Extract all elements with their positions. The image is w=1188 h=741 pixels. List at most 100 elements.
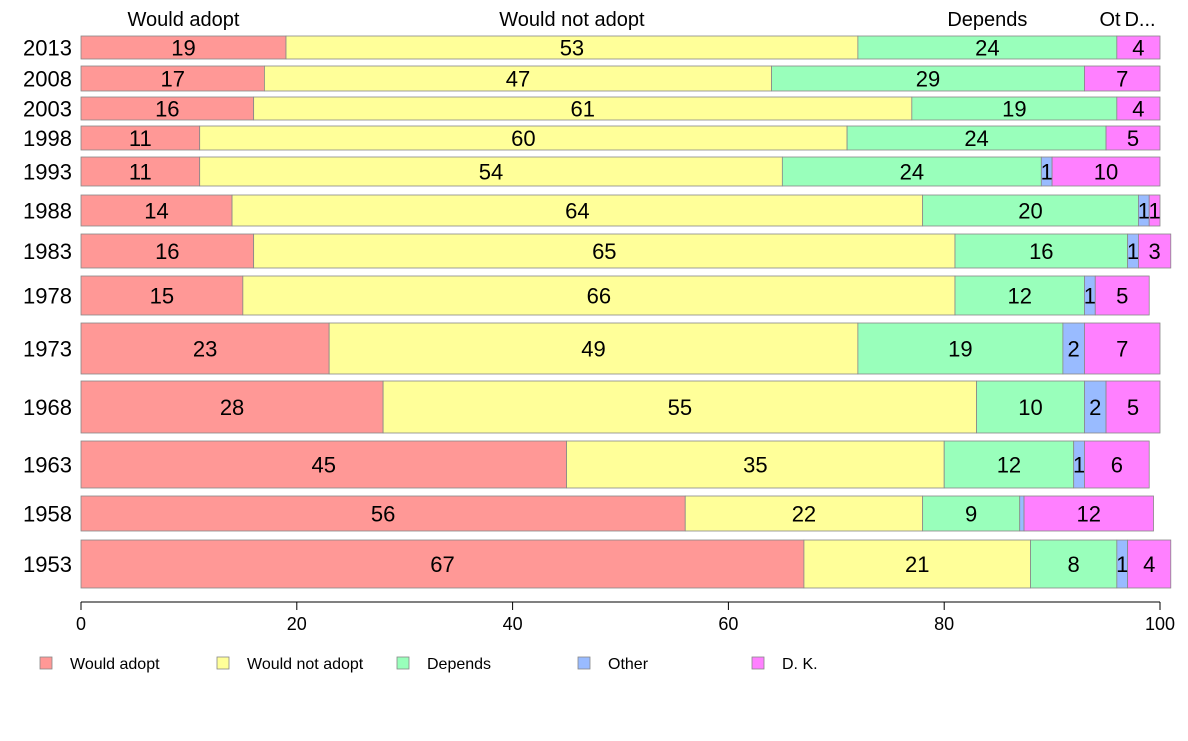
data-label: 53 xyxy=(560,36,584,61)
x-tick-label: 40 xyxy=(503,614,523,634)
data-label: 45 xyxy=(312,453,336,478)
bar-segment xyxy=(231,194,924,227)
data-label: 16 xyxy=(1029,239,1053,264)
y-tick-label: 1958 xyxy=(23,502,72,527)
legend-label: Would adopt xyxy=(70,656,160,673)
y-tick-label: 1973 xyxy=(23,337,72,362)
legend-swatch xyxy=(39,656,53,670)
data-label: 5 xyxy=(1127,126,1139,151)
data-label: 17 xyxy=(160,67,184,92)
bar-segment xyxy=(80,380,384,434)
bar-segment xyxy=(1116,96,1161,121)
data-label: 10 xyxy=(1094,160,1118,185)
bar-segment xyxy=(80,233,255,269)
data-label: 7 xyxy=(1116,67,1128,92)
y-tick-label: 1978 xyxy=(23,284,72,309)
data-label: 19 xyxy=(171,36,195,61)
data-label: 55 xyxy=(668,395,692,420)
data-label: 12 xyxy=(1077,502,1101,527)
data-label: 64 xyxy=(565,199,589,224)
data-label: 5 xyxy=(1116,284,1128,309)
data-label: 4 xyxy=(1143,552,1155,577)
column-header-3: Ot xyxy=(1099,9,1121,31)
bar-segment xyxy=(242,275,956,316)
data-label: 19 xyxy=(948,337,972,362)
bar-segment xyxy=(1051,156,1161,187)
legend-label: Other xyxy=(608,656,649,673)
x-tick-label: 100 xyxy=(1145,614,1175,634)
data-label: 11 xyxy=(129,160,152,185)
bar-segment xyxy=(80,495,686,532)
data-label: 54 xyxy=(479,160,503,185)
data-label: 4 xyxy=(1132,36,1144,61)
bar-segment xyxy=(199,156,783,187)
data-label: 16 xyxy=(155,239,179,264)
bar-segment xyxy=(1148,194,1161,227)
legend-swatch xyxy=(216,656,230,670)
bar-segment xyxy=(1127,539,1172,589)
bar-segment xyxy=(80,275,244,316)
bar-segment xyxy=(253,233,956,269)
data-label: 56 xyxy=(371,502,395,527)
legend-label: Depends xyxy=(427,656,491,673)
legend-swatch xyxy=(577,656,591,670)
data-label: 49 xyxy=(581,337,605,362)
data-label: 21 xyxy=(905,552,929,577)
data-label: 6 xyxy=(1111,453,1123,478)
data-label: 61 xyxy=(570,97,594,122)
bar-segment xyxy=(684,495,924,532)
bar-segment xyxy=(954,233,1129,269)
bar-segment xyxy=(1138,233,1172,269)
y-tick-label: 1968 xyxy=(23,395,72,420)
bar-segment xyxy=(846,125,1107,151)
bar-segment xyxy=(1084,65,1161,92)
column-header-1: Would not adopt xyxy=(499,9,645,31)
data-label: 24 xyxy=(900,160,924,185)
y-tick-label: 1983 xyxy=(23,239,72,264)
data-label: 1 xyxy=(1138,199,1150,224)
data-label: 20 xyxy=(1018,199,1042,224)
data-label: 65 xyxy=(592,239,616,264)
data-label: 1 xyxy=(1073,453,1085,478)
data-label: 23 xyxy=(193,337,217,362)
y-tick-label: 1963 xyxy=(23,453,72,478)
data-label: 7 xyxy=(1116,337,1128,362)
bar-segment xyxy=(1105,380,1161,434)
data-label: 10 xyxy=(1018,395,1042,420)
column-header-0: Would adopt xyxy=(128,9,240,31)
bar-segment xyxy=(857,322,1064,375)
y-tick-label: 1953 xyxy=(23,552,72,577)
bar-segment xyxy=(1030,539,1118,589)
data-label: 1 xyxy=(1116,552,1128,577)
bar-segment xyxy=(328,322,859,375)
bar-segment xyxy=(1116,35,1161,60)
data-label: 8 xyxy=(1068,552,1080,577)
bar-segment xyxy=(771,65,1085,92)
y-tick-label: 1993 xyxy=(23,160,72,185)
legend-swatch xyxy=(751,656,765,670)
data-label: 1 xyxy=(1127,239,1139,264)
bar-segment xyxy=(803,539,1031,589)
column-header-2: Depends xyxy=(947,9,1027,31)
data-label: 14 xyxy=(144,199,168,224)
data-label: 35 xyxy=(743,453,767,478)
legend-swatch xyxy=(396,656,410,670)
bar-segment xyxy=(80,322,330,375)
bar-segment xyxy=(1105,125,1161,151)
y-tick-label: 2008 xyxy=(23,67,72,92)
data-label: 47 xyxy=(506,67,530,92)
data-label: 16 xyxy=(155,97,179,122)
bar-segment xyxy=(922,194,1139,227)
y-tick-label: 1988 xyxy=(23,199,72,224)
data-label: 24 xyxy=(964,126,988,151)
legend-label: D. K. xyxy=(782,656,818,673)
data-label: 1 xyxy=(1041,160,1053,185)
bar-segment xyxy=(80,65,265,92)
x-tick-label: 20 xyxy=(287,614,307,634)
data-label: 12 xyxy=(1007,284,1031,309)
data-label: 24 xyxy=(975,36,999,61)
bar-segment xyxy=(199,125,848,151)
bar-segment xyxy=(1084,440,1150,489)
